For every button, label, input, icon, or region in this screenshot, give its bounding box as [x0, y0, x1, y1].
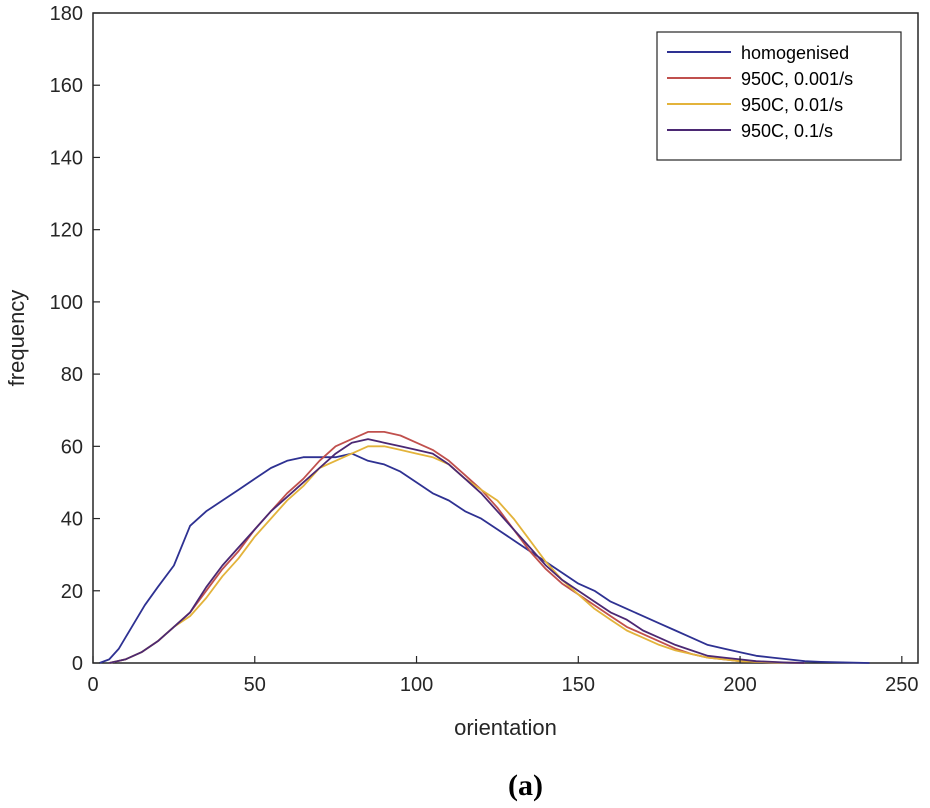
y-tick-label: 80 — [61, 364, 83, 386]
y-tick-label: 100 — [50, 292, 83, 314]
x-tick-label: 200 — [723, 674, 756, 696]
y-tick-label: 140 — [50, 147, 83, 169]
y-tick-label: 40 — [61, 509, 83, 531]
legend-label: homogenised — [741, 43, 849, 63]
figure-caption: (a) — [508, 769, 543, 802]
y-tick-label: 0 — [72, 653, 83, 675]
series-line-4 — [109, 438, 805, 664]
y-tick-label: 120 — [50, 220, 83, 242]
y-tick-label: 180 — [50, 3, 83, 25]
series-layer — [99, 430, 870, 664]
y-tick-label: 160 — [50, 75, 83, 97]
y-tick-label: 20 — [61, 581, 83, 603]
x-tick-label: 150 — [562, 674, 595, 696]
legend-label: 950C, 0.01/s — [741, 95, 843, 115]
x-axis-label: orientation — [454, 715, 557, 740]
legend-box — [656, 31, 902, 161]
y-tick-label: 60 — [61, 436, 83, 458]
series-line-1 — [99, 452, 870, 664]
x-tick-label: 100 — [400, 674, 433, 696]
axes: 0 50 100 150 200 250 0 20 40 60 80 100 120 140 160 180 — [50, 3, 919, 696]
legend-label: 950C, 0.1/s — [741, 121, 833, 141]
legend: homogenised 950C, 0.001/s 950C, 0.01/s 950C… — [656, 31, 902, 161]
x-tick-label: 0 — [87, 674, 98, 696]
x-tick-label: 250 — [885, 674, 918, 696]
y-axis-label: frequency — [4, 290, 29, 387]
x-tick-label: 50 — [244, 674, 266, 696]
legend-label: 950C, 0.001/s — [741, 69, 853, 89]
